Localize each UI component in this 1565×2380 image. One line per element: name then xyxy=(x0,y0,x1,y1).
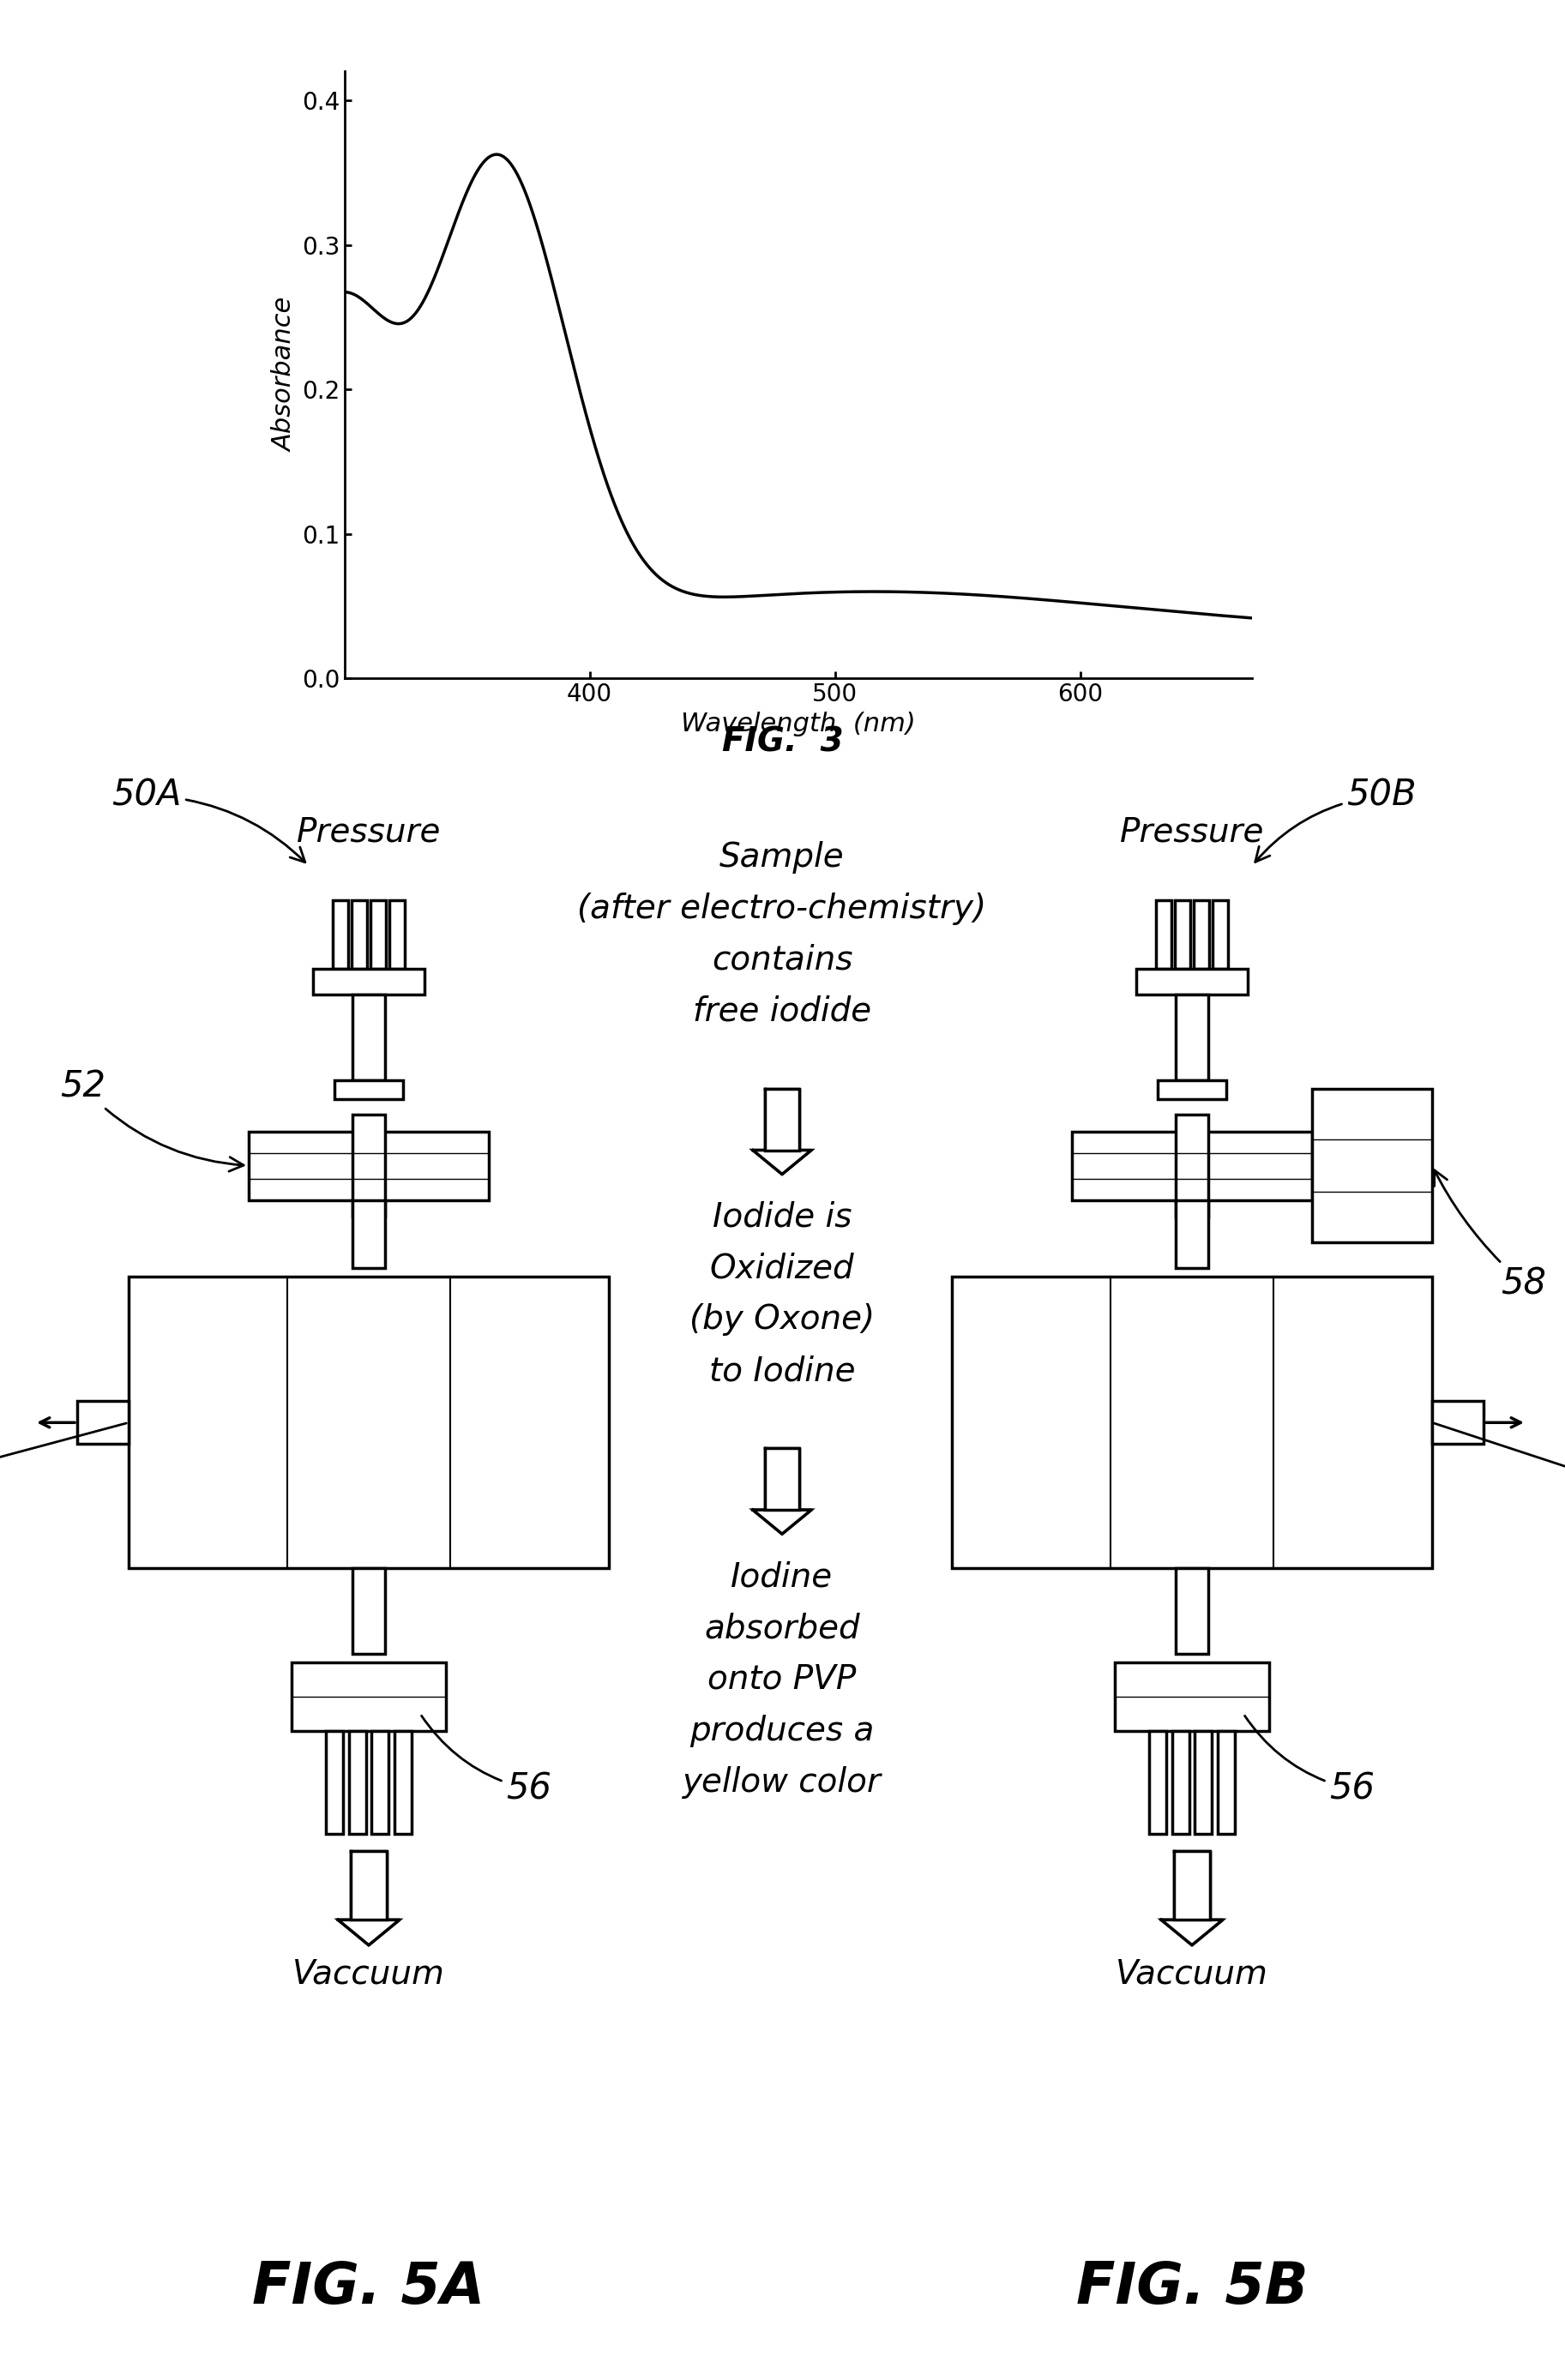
Text: absorbed: absorbed xyxy=(704,1611,859,1645)
Bar xyxy=(1172,1730,1189,1833)
Text: FIG.  3: FIG. 3 xyxy=(721,726,844,759)
Polygon shape xyxy=(1161,1921,1222,1944)
Bar xyxy=(291,1661,446,1730)
Bar xyxy=(952,1278,1432,1568)
Bar xyxy=(1175,1114,1208,1216)
Bar xyxy=(1136,969,1247,995)
Text: Sample: Sample xyxy=(720,840,845,873)
Polygon shape xyxy=(753,1150,811,1173)
Bar xyxy=(352,1568,385,1654)
Bar xyxy=(765,1088,800,1150)
Text: FIG. 5B: FIG. 5B xyxy=(1077,2259,1308,2316)
Text: 54: 54 xyxy=(1435,1423,1565,1499)
Polygon shape xyxy=(753,1509,811,1535)
Text: 56: 56 xyxy=(421,1716,551,1806)
Text: yellow color: yellow color xyxy=(682,1766,881,1799)
Bar xyxy=(128,1278,609,1568)
Bar xyxy=(351,1852,387,1921)
Bar xyxy=(1175,900,1191,969)
Text: (by Oxone): (by Oxone) xyxy=(690,1304,875,1335)
Text: produces a: produces a xyxy=(690,1714,875,1747)
Bar xyxy=(1149,1730,1166,1833)
Bar xyxy=(371,1730,388,1833)
Text: 50A: 50A xyxy=(111,778,305,862)
Bar xyxy=(390,900,405,969)
Bar xyxy=(1194,900,1210,969)
Bar xyxy=(1432,1402,1484,1445)
Bar xyxy=(1194,1730,1211,1833)
Bar xyxy=(77,1402,128,1445)
Text: onto PVP: onto PVP xyxy=(707,1664,856,1697)
Text: Vaccuum: Vaccuum xyxy=(293,1959,444,1990)
Text: 50B: 50B xyxy=(1255,778,1416,862)
Bar xyxy=(765,1449,800,1509)
Text: Iodide is: Iodide is xyxy=(712,1202,851,1233)
Bar xyxy=(1174,1852,1210,1921)
Bar xyxy=(1175,1200,1208,1269)
Text: 58: 58 xyxy=(1435,1171,1546,1302)
Text: Oxidized: Oxidized xyxy=(711,1252,854,1285)
Text: 54: 54 xyxy=(0,1423,127,1499)
Bar xyxy=(1072,1130,1311,1200)
Bar xyxy=(335,1081,404,1100)
Text: free iodide: free iodide xyxy=(693,995,872,1028)
Bar xyxy=(1157,900,1171,969)
Bar xyxy=(1311,1088,1432,1242)
Text: (after electro-chemistry): (after electro-chemistry) xyxy=(577,892,986,926)
Bar xyxy=(394,1730,412,1833)
Bar xyxy=(371,900,387,969)
Polygon shape xyxy=(338,1921,399,1944)
Bar xyxy=(326,1730,343,1833)
Bar xyxy=(333,900,347,969)
Text: 52: 52 xyxy=(59,1069,244,1171)
Bar xyxy=(249,1130,488,1200)
Bar xyxy=(352,1114,385,1216)
Bar xyxy=(352,900,368,969)
Bar xyxy=(1175,995,1208,1081)
Text: FIG. 5A: FIG. 5A xyxy=(252,2259,485,2316)
Bar xyxy=(1218,1730,1235,1833)
Bar xyxy=(1158,1081,1227,1100)
Bar xyxy=(1175,1568,1208,1654)
Y-axis label: Absorbance: Absorbance xyxy=(272,298,297,452)
Bar xyxy=(1213,900,1229,969)
Bar xyxy=(313,969,424,995)
Text: to Iodine: to Iodine xyxy=(709,1354,854,1388)
Text: 56: 56 xyxy=(1244,1716,1374,1806)
Text: Pressure: Pressure xyxy=(296,816,441,850)
Bar xyxy=(352,995,385,1081)
Text: Iodine: Iodine xyxy=(731,1561,833,1592)
Bar xyxy=(352,1200,385,1269)
Text: contains: contains xyxy=(712,945,853,976)
Bar xyxy=(349,1730,366,1833)
X-axis label: Wavelength  (nm): Wavelength (nm) xyxy=(681,712,916,735)
Text: Pressure: Pressure xyxy=(1121,816,1265,850)
Bar xyxy=(1114,1661,1269,1730)
Text: Vaccuum: Vaccuum xyxy=(1116,1959,1268,1990)
